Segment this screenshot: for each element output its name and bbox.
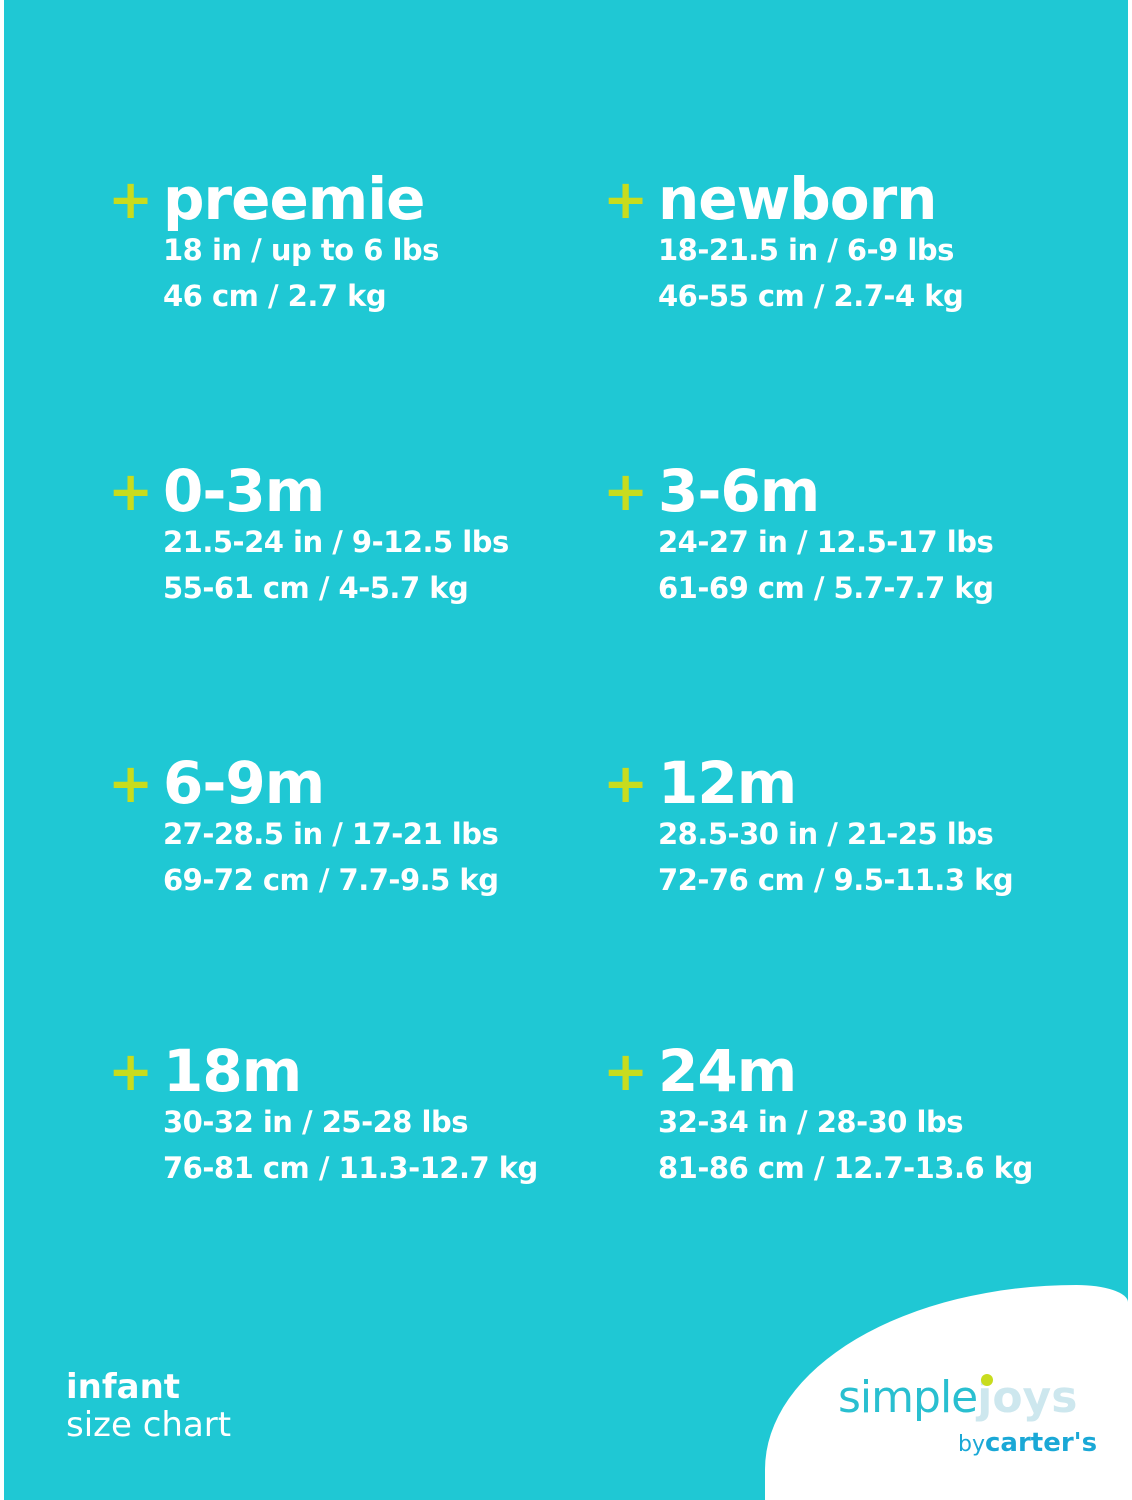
plus-icon: + — [108, 752, 154, 815]
size-name: 3-6m — [658, 457, 820, 525]
size-name: 6-9m — [163, 749, 325, 817]
size-metric: 55-61 cm / 4-5.7 kg — [163, 571, 469, 605]
size-metric: 69-72 cm / 7.7-9.5 kg — [163, 863, 499, 897]
size-metric: 61-69 cm / 5.7-7.7 kg — [658, 571, 994, 605]
size-metric: 81-86 cm / 12.7-13.6 kg — [658, 1151, 1033, 1185]
size-metric: 46-55 cm / 2.7-4 kg — [658, 279, 964, 313]
plus-icon: + — [603, 460, 649, 523]
size-imperial: 24-27 in / 12.5-17 lbs — [658, 525, 994, 559]
plus-icon: + — [603, 168, 649, 231]
size-imperial: 27-28.5 in / 17-21 lbs — [163, 817, 499, 851]
size-name: 18m — [163, 1037, 302, 1105]
size-name: 24m — [658, 1037, 797, 1105]
size-name: 12m — [658, 749, 797, 817]
size-metric: 72-76 cm / 9.5-11.3 kg — [658, 863, 1014, 897]
size-imperial: 21.5-24 in / 9-12.5 lbs — [163, 525, 509, 559]
size-imperial: 18 in / up to 6 lbs — [163, 233, 439, 267]
size-metric: 76-81 cm / 11.3-12.7 kg — [163, 1151, 538, 1185]
logo-joys-text: joys — [977, 1372, 1078, 1423]
plus-icon: + — [603, 752, 649, 815]
plus-icon: + — [108, 1040, 154, 1103]
size-name: newborn — [658, 165, 937, 233]
size-imperial: 18-21.5 in / 6-9 lbs — [658, 233, 954, 267]
simple-joys-logo: simple joys bycarter's — [838, 1372, 1108, 1472]
logo-by: by — [958, 1432, 985, 1457]
size-imperial: 28.5-30 in / 21-25 lbs — [658, 817, 994, 851]
logo-joys: joys — [977, 1372, 1077, 1423]
plus-icon: + — [108, 168, 154, 231]
size-imperial: 30-32 in / 25-28 lbs — [163, 1105, 469, 1139]
size-metric: 46 cm / 2.7 kg — [163, 279, 387, 313]
chart-caption: infant size chart — [66, 1368, 231, 1444]
size-name: preemie — [163, 165, 425, 233]
logo-by-carters: bycarter's — [958, 1428, 1097, 1458]
logo-simple: simple — [838, 1372, 978, 1423]
size-name: 0-3m — [163, 457, 325, 525]
logo-dot — [981, 1374, 994, 1386]
background — [4, 0, 1128, 1500]
plus-icon: + — [108, 460, 154, 523]
size-imperial: 32-34 in / 28-30 lbs — [658, 1105, 964, 1139]
caption-infant: infant — [66, 1367, 181, 1407]
plus-icon: + — [603, 1040, 649, 1103]
caption-size-chart: size chart — [66, 1405, 232, 1445]
logo-brand: carter's — [984, 1428, 1098, 1458]
